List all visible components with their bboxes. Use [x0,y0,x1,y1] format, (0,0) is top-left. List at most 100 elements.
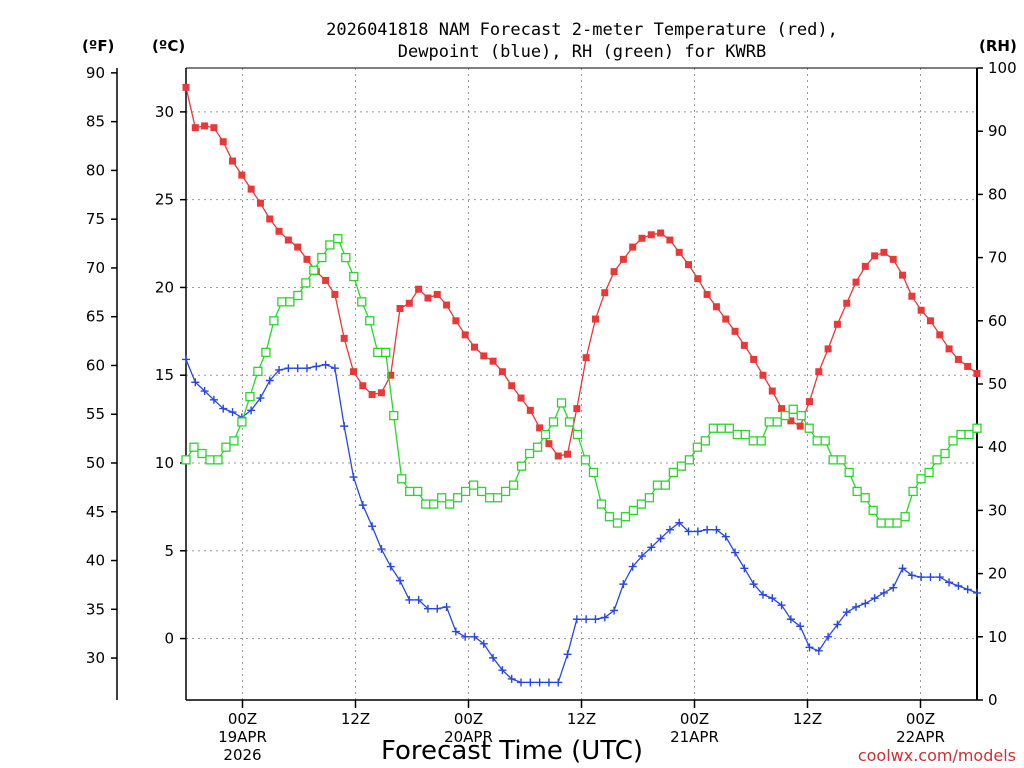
dewpoint-point [889,583,898,592]
dewpoint-point [498,666,507,675]
rh-point [908,486,918,497]
2-meter-temperature-point [368,391,376,399]
celsius-tick-label: 0 [164,630,174,648]
dewpoint-point [684,527,693,536]
dewpoint-point [377,545,386,554]
2-meter-temperature-point [210,124,218,132]
celsius-unit-label: (ºC) [152,37,185,55]
x-tick-label: 00Z [228,710,257,728]
2-meter-temperature-point [377,389,385,397]
rh-point [852,486,862,497]
2-meter-temperature-point [964,362,972,370]
2-meter-temperature-point [926,317,934,325]
rh-point [692,442,703,452]
rh-point [253,366,263,377]
rh-point [460,486,471,497]
2-meter-temperature-point [805,398,813,406]
x-date-label: 20APR [444,728,493,746]
rh-point [221,442,231,452]
rh-point [397,474,407,484]
2-meter-temperature-point [973,369,981,377]
2-meter-temperature-point [359,382,367,390]
dewpoint-point [321,360,330,369]
celsius-tick-label: 5 [164,542,174,560]
dewpoint-point [209,395,218,404]
rh-point [293,290,303,301]
dewpoint-markers [182,355,981,687]
2-meter-temperature-point [405,299,413,307]
dewpoint-point [945,578,954,587]
rh-point [405,486,415,497]
rh-point [724,423,734,433]
2-meter-temperature-point [917,306,925,314]
rh-point [213,455,223,465]
dewpoint-point [330,364,339,373]
rh-line [185,237,978,524]
x-tick-label: 00Z [906,710,935,728]
dewpoint-point [368,522,377,531]
fahrenheit-tick-label: 85 [86,113,105,131]
2-meter-temperature-point [331,290,339,298]
dewpoint-point [926,573,935,582]
dewpoint-point [842,608,851,617]
dewpoint-point [358,501,367,510]
rh-point [892,518,902,528]
2-meter-temperature-point [415,285,423,293]
fahrenheit-tick-label: 90 [86,64,105,82]
2-meter-temperature-point [750,355,758,363]
dewpoint-point [535,678,544,687]
2-meter-temperature-point [275,227,283,235]
rh-point [389,410,399,421]
rh-point [972,423,982,433]
rh-point [716,423,726,433]
2-meter-temperature-point [731,327,739,335]
rh-tick-label: 40 [988,438,1007,456]
rh-point [700,436,710,446]
dewpoint-point [265,376,274,385]
rh-point [924,467,934,478]
dewpoint-point [954,581,963,590]
dewpoint-point [228,408,237,417]
2-meter-temperature-point [843,299,851,307]
dewpoint-point [963,585,972,594]
rh-point [660,480,671,490]
x-year-label: 2026 [223,746,261,764]
dewpoint-point [582,615,591,624]
2-meter-temperature-point [284,236,292,244]
rh-point [421,499,431,509]
x-date-label: 22APR [896,728,945,746]
rh-unit-label: (RH) [979,37,1017,55]
credit-label: coolwx.com/models [858,746,1016,765]
2-meter-temperature-point [778,405,786,413]
rh-point [325,240,335,250]
rh-point [229,436,239,446]
2-meter-temperature-point [191,124,199,132]
dewpoint-point [479,639,488,648]
dewpoint-point [665,525,674,534]
celsius-tick-label: 25 [155,191,174,209]
dewpoint-point [973,588,981,597]
rh-tick-label: 0 [988,691,998,709]
rh-point [357,297,367,307]
rh-point [932,455,942,465]
dewpoint-point [256,394,265,403]
2-meter-temperature-point [582,354,590,362]
rh-point [884,518,894,528]
dewpoint-point [591,615,600,624]
fahrenheit-tick-label: 50 [86,454,105,472]
fahrenheit-tick-label: 70 [86,259,105,277]
dewpoint-point [600,613,609,622]
2-meter-temperature-point [256,199,264,207]
2-meter-temperature-point [182,83,190,91]
rh-point [476,486,487,497]
rh-point [301,278,311,288]
2-meter-temperature-point [899,271,907,279]
2-meter-temperature-point [322,276,330,284]
2-meter-temperature-point [610,268,618,276]
2-meter-temperature-point [740,341,748,349]
rh-point [684,455,695,465]
dewpoint-point [852,602,861,611]
fahrenheit-tick-label: 35 [86,600,105,618]
rh-point [285,297,295,307]
